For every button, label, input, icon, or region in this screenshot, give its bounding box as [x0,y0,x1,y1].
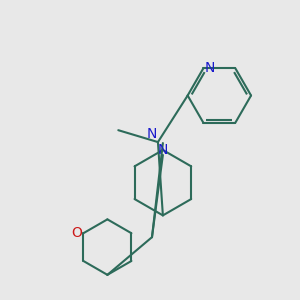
Text: N: N [205,61,215,75]
Text: N: N [147,127,157,141]
Text: N: N [158,143,168,157]
Text: O: O [71,226,82,240]
